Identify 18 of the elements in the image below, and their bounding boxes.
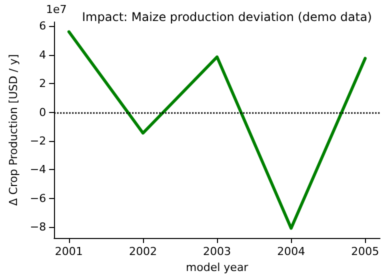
x-axis-title: model year xyxy=(186,260,249,274)
x-tick-label: 2004 xyxy=(277,245,306,258)
y-tick-label: 4 xyxy=(39,48,46,62)
y-tick-label: −4 xyxy=(30,163,46,176)
x-tick-label: 2001 xyxy=(54,245,83,258)
y-tick-label: 0 xyxy=(39,106,46,119)
y-axis-title: Δ Crop Production [USD / y] xyxy=(7,54,20,206)
y-tick-label: 2 xyxy=(39,77,46,90)
y-tick-label: −8 xyxy=(30,220,46,234)
x-tick-label: 2002 xyxy=(128,245,157,258)
text: 1e7 xyxy=(46,3,67,16)
chart-title: Impact: Maize production deviation (demo data) xyxy=(82,10,372,24)
y-tick-label: −6 xyxy=(30,192,46,205)
line-series xyxy=(67,30,367,230)
x-tick-label: 2005 xyxy=(351,245,380,258)
y-tick-label: −2 xyxy=(30,134,46,148)
x-tick-label: 2003 xyxy=(203,245,232,258)
y-tick-label: 6 xyxy=(39,20,46,33)
